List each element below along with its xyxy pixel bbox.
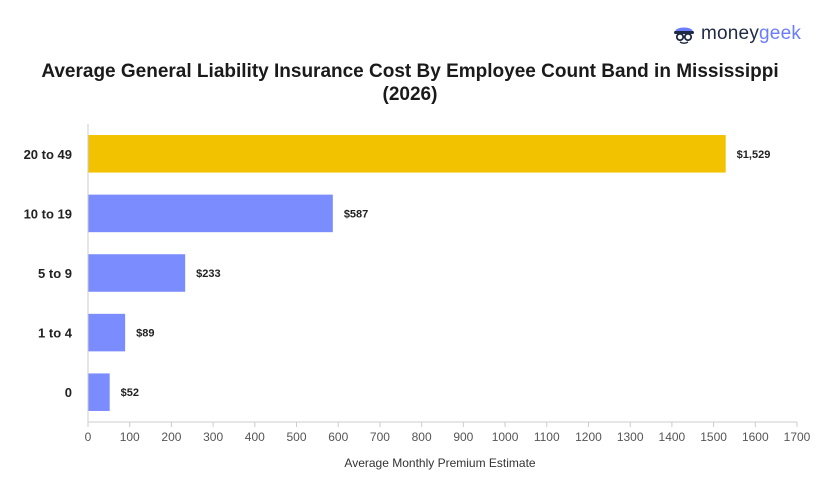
x-tick-label: 1200: [575, 430, 602, 444]
chart-title: Average General Liability Insurance Cost…: [41, 61, 779, 105]
x-tick-label: 900: [453, 430, 473, 444]
bar-5-to-9: [88, 254, 186, 292]
x-tick-label: 300: [203, 430, 223, 444]
x-tick-label: 400: [245, 430, 265, 444]
bar-1-to-4: [88, 313, 126, 352]
data-label: $89: [136, 328, 154, 340]
x-tick-label: 500: [287, 430, 307, 444]
x-tick-label: 600: [328, 430, 348, 444]
x-tick-label: 1400: [659, 430, 686, 444]
x-tick-label: 1000: [492, 430, 519, 444]
logo-money-text: money: [701, 23, 760, 44]
x-tick-label: 1700: [784, 430, 811, 444]
bar-0: [88, 373, 110, 411]
x-tick-label: 800: [412, 430, 432, 444]
x-axis-label: Average Monthly Premium Estimate: [344, 456, 536, 470]
moneygeek-logo: moneygeek: [672, 20, 801, 48]
x-tick-label: 1600: [742, 430, 769, 444]
x-tick-label: 1100: [534, 430, 560, 444]
data-label: $233: [196, 268, 220, 280]
y-tick-label: 5 to 9: [38, 266, 72, 281]
x-tick-label: 1300: [617, 430, 644, 444]
data-label: $52: [121, 387, 139, 399]
y-tick-label: 0: [65, 385, 72, 400]
x-tick-label: 100: [120, 430, 140, 444]
x-tick-label: 1500: [700, 430, 727, 444]
x-tick-label: 700: [370, 430, 390, 444]
data-label: $1,529: [737, 149, 771, 161]
bar-20-to-49: [88, 135, 726, 173]
x-tick-label: 0: [85, 430, 92, 444]
logo-geek-text: geek: [759, 23, 802, 44]
y-tick-label: 20 to 49: [24, 147, 72, 162]
geek-mascot-icon: [674, 27, 694, 44]
data-label: $587: [344, 208, 368, 220]
y-tick-label: 1 to 4: [38, 326, 73, 341]
y-tick-label: 10 to 19: [24, 206, 72, 221]
x-tick-label: 200: [161, 430, 181, 444]
bar-10-to-19: [88, 194, 333, 233]
